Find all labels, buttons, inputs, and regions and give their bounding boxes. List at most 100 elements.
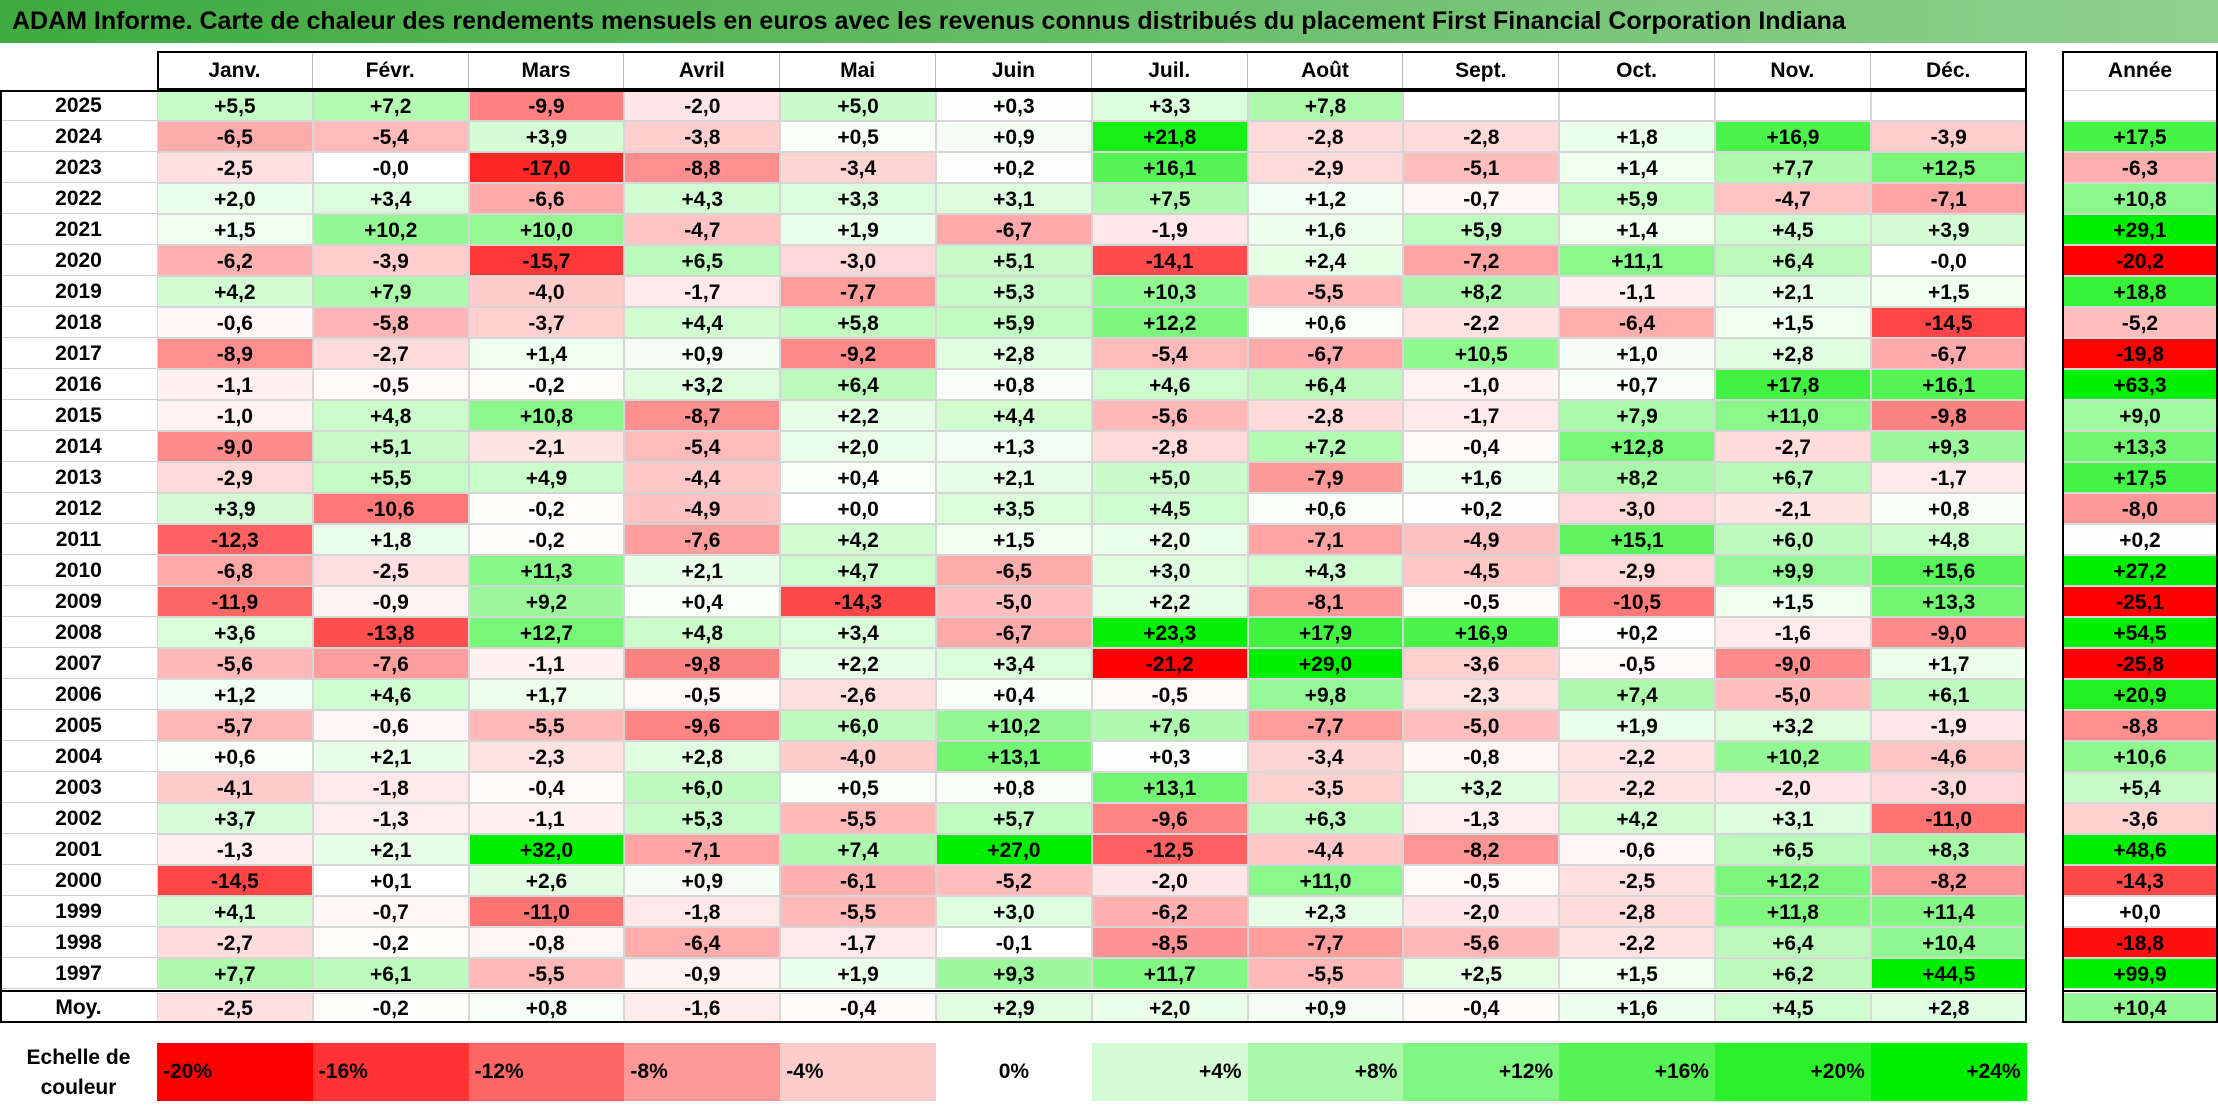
heatmap-cell: -9,6 xyxy=(624,710,781,741)
heatmap-cell: +1,3 xyxy=(936,431,1092,462)
heatmap-cell: +3,6 xyxy=(157,617,313,648)
heatmap-cell: -4,6 xyxy=(1870,741,2027,772)
heatmap-cell: +16,1 xyxy=(1870,369,2027,400)
heatmap-cell: +6,0 xyxy=(624,772,781,803)
heatmap-cell: -4,7 xyxy=(624,214,781,245)
heatmap-cell: +7,6 xyxy=(1091,710,1248,741)
heatmap-cell: +15,6 xyxy=(1870,555,2027,586)
heatmap-cell: +21,8 xyxy=(1091,121,1248,152)
heatmap-cell: +10,0 xyxy=(468,214,625,245)
heatmap-cell: +2,2 xyxy=(780,648,936,679)
heatmap-cell: +4,8 xyxy=(1870,524,2027,555)
annual-cell: -8,8 xyxy=(2062,710,2218,741)
heatmap-cell: +10,5 xyxy=(1403,338,1560,369)
heatmap-cell: +2,1 xyxy=(312,741,469,772)
heatmap-cell: -9,0 xyxy=(157,431,313,462)
heatmap-cell: -1,8 xyxy=(624,896,781,927)
heatmap-cell: -2,5 xyxy=(312,555,469,586)
heatmap-cell: +12,5 xyxy=(1870,152,2027,183)
heatmap-cell: +27,0 xyxy=(936,834,1092,865)
heatmap-cell: +7,9 xyxy=(1559,400,1715,431)
average-cell: +2,8 xyxy=(1870,993,2027,1023)
heatmap-cell: -3,0 xyxy=(1559,493,1715,524)
heatmap-cell: -9,0 xyxy=(1715,648,1871,679)
heatmap-cell: +5,7 xyxy=(936,803,1092,834)
heatmap-cell: +3,5 xyxy=(936,493,1092,524)
heatmap-cell: -6,6 xyxy=(468,183,625,214)
heatmap-cell: +11,7 xyxy=(1091,958,1248,989)
heatmap-cell: -4,7 xyxy=(1715,183,1871,214)
heatmap-cell: -2,5 xyxy=(1559,865,1715,896)
heatmap-cell: +0,4 xyxy=(780,462,936,493)
heatmap-cell: +1,5 xyxy=(157,214,313,245)
month-header: Juin xyxy=(936,51,1092,90)
heatmap-cell: +2,8 xyxy=(1715,338,1871,369)
annual-cell: -25,1 xyxy=(2062,586,2218,617)
heatmap-cell: -3,5 xyxy=(1247,772,1404,803)
heatmap-cell: +9,9 xyxy=(1715,555,1871,586)
heatmap-cell: -6,5 xyxy=(157,121,313,152)
heatmap-cell: +2,5 xyxy=(1403,958,1560,989)
heatmap-cell: -3,0 xyxy=(1870,772,2027,803)
heatmap-cell: -10,6 xyxy=(312,493,469,524)
heatmap-cell: -12,5 xyxy=(1091,834,1248,865)
heatmap-cell: +0,6 xyxy=(1247,493,1404,524)
page-title: ADAM Informe. Carte de chaleur des rende… xyxy=(0,0,2218,43)
year-label: 2000 xyxy=(0,865,157,896)
heatmap-cell: +0,9 xyxy=(936,121,1092,152)
heatmap-cell: +3,2 xyxy=(1403,772,1560,803)
heatmap-cell: +4,2 xyxy=(1559,803,1715,834)
heatmap-cell: -4,0 xyxy=(780,741,936,772)
heatmap-cell: -14,5 xyxy=(157,865,313,896)
heatmap-cell: +0,9 xyxy=(624,338,781,369)
month-header: Août xyxy=(1248,51,1404,90)
heatmap-cell: -21,2 xyxy=(1091,648,1248,679)
heatmap-cell: -2,2 xyxy=(1559,927,1715,958)
heatmap-cell: +4,3 xyxy=(1247,555,1404,586)
year-label: 2024 xyxy=(0,121,157,152)
heatmap-cell: +4,2 xyxy=(780,524,936,555)
year-label: 2009 xyxy=(0,586,157,617)
heatmap-cell: -0,5 xyxy=(624,679,781,710)
heatmap-cell: -7,1 xyxy=(1870,183,2027,214)
annual-cell: -18,8 xyxy=(2062,927,2218,958)
heatmap-cell: +0,3 xyxy=(1091,741,1248,772)
heatmap-cell: -0,8 xyxy=(468,927,625,958)
heatmap-cell: +8,3 xyxy=(1870,834,2027,865)
month-header: Nov. xyxy=(1715,51,1871,90)
heatmap-cell: +2,0 xyxy=(780,431,936,462)
heatmap-cell: -2,9 xyxy=(1559,555,1715,586)
heatmap-cell: -1,3 xyxy=(157,834,313,865)
heatmap-cell: -8,7 xyxy=(624,400,781,431)
heatmap-cell: -9,8 xyxy=(624,648,781,679)
heatmap-cell: +16,9 xyxy=(1715,121,1871,152)
heatmap-cell: -8,9 xyxy=(157,338,313,369)
heatmap-cell: +2,6 xyxy=(468,865,625,896)
heatmap-cell: +13,1 xyxy=(936,741,1092,772)
average-cell: -1,6 xyxy=(624,993,781,1023)
heatmap-cell: -2,0 xyxy=(1091,865,1248,896)
heatmap-cell: +6,0 xyxy=(780,710,936,741)
heatmap-cell xyxy=(1559,90,1715,121)
heatmap-cell: -17,0 xyxy=(468,152,625,183)
heatmap-cell: -5,8 xyxy=(312,307,469,338)
heatmap-cell: +6,4 xyxy=(1715,245,1871,276)
heatmap-cell: +2,8 xyxy=(624,741,781,772)
heatmap-cell: -4,4 xyxy=(1247,834,1404,865)
heatmap-cell: -5,6 xyxy=(1403,927,1560,958)
heatmap-cell: +0,9 xyxy=(624,865,781,896)
heatmap-cell: -0,6 xyxy=(157,307,313,338)
heatmap-cell: +12,8 xyxy=(1559,431,1715,462)
heatmap-cell: -2,8 xyxy=(1091,431,1248,462)
heatmap-cell: +23,3 xyxy=(1091,617,1248,648)
annual-cell: +54,5 xyxy=(2062,617,2218,648)
month-header: Déc. xyxy=(1871,51,2027,90)
heatmap-cell: -0,5 xyxy=(312,369,469,400)
heatmap-cell: +15,1 xyxy=(1559,524,1715,555)
average-cell: +0,9 xyxy=(1247,993,1404,1023)
heatmap-cell: -8,2 xyxy=(1403,834,1560,865)
heatmap-cell: +1,6 xyxy=(1403,462,1560,493)
heatmap-cell: +7,8 xyxy=(1247,90,1404,121)
heatmap-cell: +6,7 xyxy=(1715,462,1871,493)
heatmap-cell: +5,5 xyxy=(157,90,313,121)
